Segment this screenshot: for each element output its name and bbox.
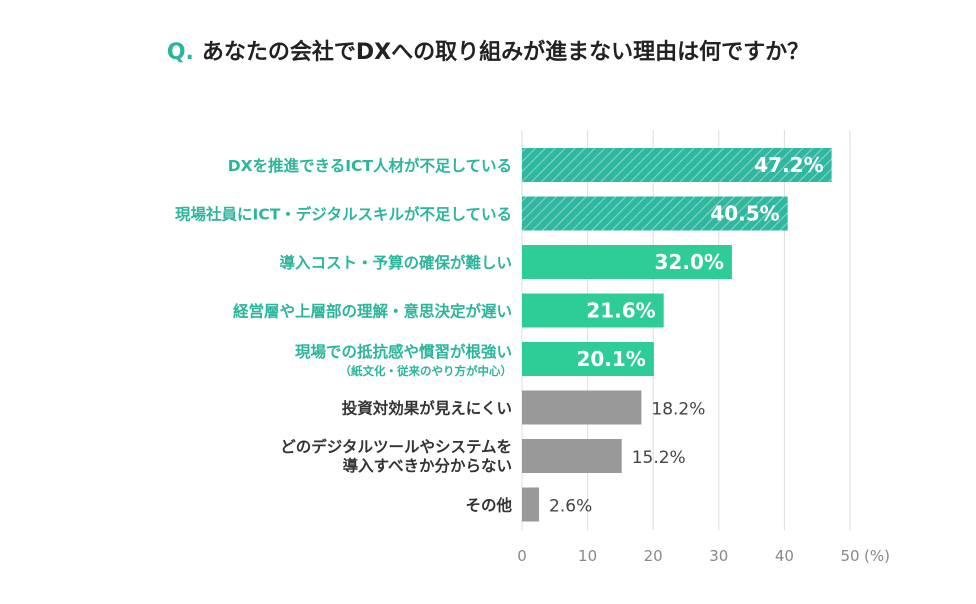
bar <box>522 439 622 473</box>
category-label: 経営層や上層部の理解・意思決定が遅い <box>233 302 512 321</box>
bar <box>522 196 788 231</box>
x-tick-label: 0 <box>517 547 527 565</box>
bar <box>522 245 732 279</box>
bar <box>522 487 540 522</box>
category-label: その他 <box>465 496 512 515</box>
value-label: 18.2% <box>651 400 705 420</box>
category-sublabel: （紙文化・従来のやり方が中心） <box>340 364 513 378</box>
value-label: 20.1% <box>576 347 645 371</box>
category-label: 導入コスト・予算の確保が難しい <box>279 253 512 272</box>
value-label: 40.5% <box>710 202 779 226</box>
x-unit-label: (%) <box>864 547 890 565</box>
x-tick-label: 50 <box>840 547 859 565</box>
category-label: DXを推進できるICT人材が不足している <box>228 156 512 175</box>
value-label: 21.6% <box>586 299 655 323</box>
question-text: あなたの会社でDXへの取り組みが進まない理由は何ですか？ <box>201 40 810 65</box>
bar <box>522 293 664 328</box>
chart-title: Q. あなたの会社でDXへの取り組みが進まない理由は何ですか？ <box>0 34 976 66</box>
value-label: 2.6% <box>549 497 592 517</box>
value-label: 47.2% <box>754 153 823 177</box>
category-label: 現場での抵抗感や慣習が根強い <box>295 342 512 361</box>
bar <box>522 148 832 182</box>
question-mark-label: Q. <box>166 40 194 65</box>
x-tick-label: 30 <box>709 547 728 565</box>
category-label: 現場社員にICT・デジタルスキルが不足している <box>175 205 512 224</box>
value-label: 32.0% <box>655 250 724 274</box>
value-label: 15.2% <box>632 448 686 468</box>
category-label: 投資対効果が見えにくい <box>342 399 512 418</box>
category-label: 導入すべきか分からない <box>343 456 512 475</box>
x-tick-label: 20 <box>644 547 663 565</box>
x-tick-label: 40 <box>775 547 794 565</box>
x-tick-label: 10 <box>578 547 597 565</box>
category-label: どのデジタルツールやシステムを <box>280 437 512 456</box>
bar <box>522 390 642 425</box>
bar <box>522 342 654 376</box>
